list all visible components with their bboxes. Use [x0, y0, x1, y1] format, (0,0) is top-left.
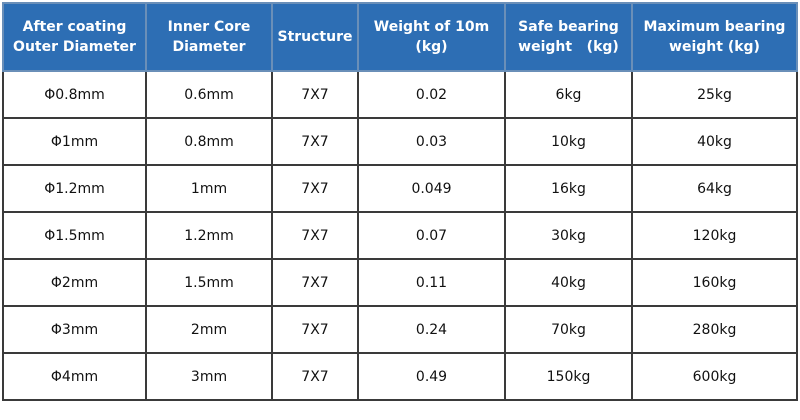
table-row: Φ4mm 3mm 7X7 0.49 150kg 600kg: [2, 352, 798, 401]
table-cell: Φ1mm: [2, 117, 147, 166]
table-cell: 16kg: [504, 164, 633, 213]
table-cell: 150kg: [504, 352, 633, 401]
header-cell: Weight of 10m (kg): [357, 2, 506, 72]
table-cell: 7X7: [271, 305, 359, 354]
table-cell: 0.8mm: [145, 117, 273, 166]
table-row: Φ2mm 1.5mm 7X7 0.11 40kg 160kg: [2, 258, 798, 307]
table-row: Φ1.5mm 1.2mm 7X7 0.07 30kg 120kg: [2, 211, 798, 260]
table-cell: 7X7: [271, 211, 359, 260]
table-cell: 7X7: [271, 117, 359, 166]
table-cell: 6kg: [504, 70, 633, 119]
table-cell: Φ4mm: [2, 352, 147, 401]
table-cell: 10kg: [504, 117, 633, 166]
table-cell: 160kg: [631, 258, 798, 307]
table-cell: 70kg: [504, 305, 633, 354]
table-row: Φ3mm 2mm 7X7 0.24 70kg 280kg: [2, 305, 798, 354]
table-cell: 600kg: [631, 352, 798, 401]
table-cell: 7X7: [271, 258, 359, 307]
header-cell: Inner Core Diameter: [145, 2, 273, 72]
header-cell: Safe bearing weight (kg): [504, 2, 633, 72]
table-cell: 40kg: [504, 258, 633, 307]
table-cell: Φ2mm: [2, 258, 147, 307]
table-cell: 7X7: [271, 164, 359, 213]
table-body: Φ0.8mm 0.6mm 7X7 0.02 6kg 25kg Φ1mm 0.8mm 7X7 0.0…: [2, 70, 798, 401]
table-cell: 25kg: [631, 70, 798, 119]
table-cell: 0.07: [357, 211, 506, 260]
table-cell: Φ1.2mm: [2, 164, 147, 213]
table-row: Φ1.2mm 1mm 7X7 0.049 16kg 64kg: [2, 164, 798, 213]
table-cell: 64kg: [631, 164, 798, 213]
table-cell: 3mm: [145, 352, 273, 401]
table-cell: Φ0.8mm: [2, 70, 147, 119]
table-cell: 30kg: [504, 211, 633, 260]
header-cell: Maximum bearing weight (kg): [631, 2, 798, 72]
table-cell: Φ1.5mm: [2, 211, 147, 260]
table-cell: 7X7: [271, 352, 359, 401]
header-row: After coating Outer Diameter Inner Core D…: [2, 2, 798, 72]
table-cell: 1mm: [145, 164, 273, 213]
table-row: Φ0.8mm 0.6mm 7X7 0.02 6kg 25kg: [2, 70, 798, 119]
table-cell: 0.6mm: [145, 70, 273, 119]
table-cell: 0.03: [357, 117, 506, 166]
table-cell: 1.2mm: [145, 211, 273, 260]
header-cell: After coating Outer Diameter: [2, 2, 147, 72]
table-cell: 0.049: [357, 164, 506, 213]
table-cell: 1.5mm: [145, 258, 273, 307]
table-header: After coating Outer Diameter Inner Core D…: [2, 2, 798, 72]
table-cell: 2mm: [145, 305, 273, 354]
table-cell: 0.24: [357, 305, 506, 354]
table-cell: 120kg: [631, 211, 798, 260]
spec-table: After coating Outer Diameter Inner Core D…: [2, 2, 798, 401]
table-cell: 0.02: [357, 70, 506, 119]
table-cell: 7X7: [271, 70, 359, 119]
table-cell: Φ3mm: [2, 305, 147, 354]
table-cell: 280kg: [631, 305, 798, 354]
table-cell: 0.11: [357, 258, 506, 307]
table-cell: 0.49: [357, 352, 506, 401]
table-cell: 40kg: [631, 117, 798, 166]
table-row: Φ1mm 0.8mm 7X7 0.03 10kg 40kg: [2, 117, 798, 166]
header-cell: Structure: [271, 2, 359, 72]
